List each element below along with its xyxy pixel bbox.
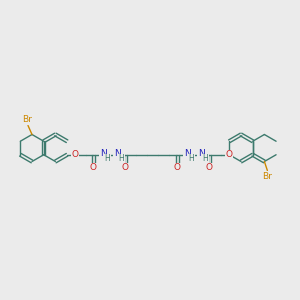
Text: H: H xyxy=(202,154,208,163)
Text: N: N xyxy=(114,149,120,158)
Text: O: O xyxy=(226,150,232,159)
Text: O: O xyxy=(72,150,79,159)
Text: O: O xyxy=(174,163,181,172)
Text: H: H xyxy=(118,154,124,163)
Text: H: H xyxy=(188,154,194,163)
Text: Br: Br xyxy=(22,115,32,124)
Text: N: N xyxy=(198,149,204,158)
Text: O: O xyxy=(122,163,129,172)
Text: O: O xyxy=(206,163,213,172)
Text: O: O xyxy=(90,163,97,172)
Text: N: N xyxy=(100,149,106,158)
Text: H: H xyxy=(104,154,110,163)
Text: N: N xyxy=(184,149,190,158)
Text: Br: Br xyxy=(262,172,272,181)
